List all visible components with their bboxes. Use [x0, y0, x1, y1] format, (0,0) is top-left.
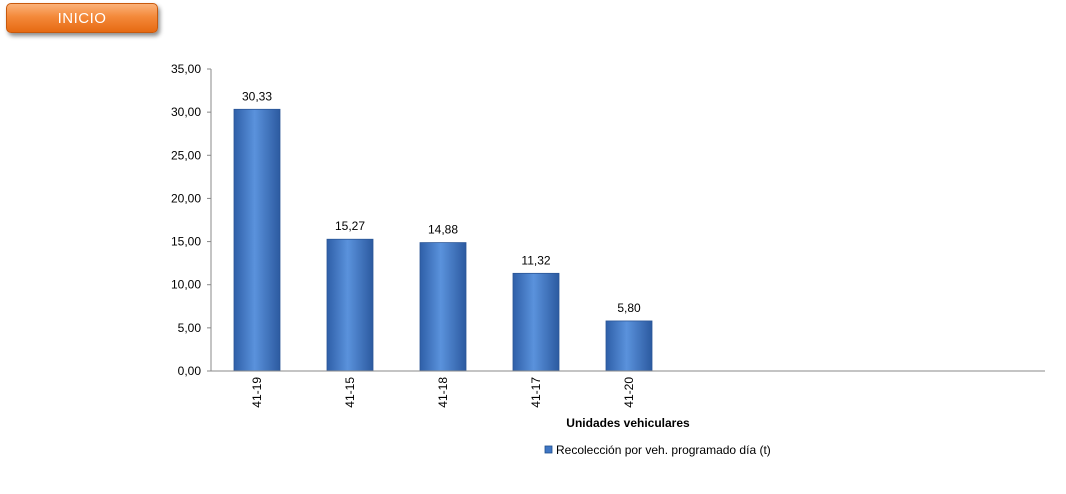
legend-swatch	[544, 445, 553, 454]
data-label: 14,88	[428, 223, 458, 237]
y-axis: 0,00 5,00 10,00 15,00 20,00 25,00 30,00 35,00	[171, 62, 212, 378]
y-tick-label: 0,00	[178, 364, 202, 378]
bar	[419, 242, 467, 372]
bar	[512, 272, 560, 372]
bars-group: 30,33 15,27 14,88 11,32 5,80	[233, 89, 653, 372]
x-axis-title: Unidades vehiculares	[566, 416, 690, 430]
bar	[233, 108, 281, 372]
inicio-button[interactable]: INICIO	[6, 3, 158, 33]
data-label: 15,27	[335, 219, 365, 233]
legend: Recolección por veh. programado día (t)	[544, 443, 771, 457]
y-tick-label: 20,00	[171, 191, 201, 205]
data-label: 5,80	[617, 301, 641, 315]
x-tick-label: 41-20	[622, 377, 636, 408]
data-label: 30,33	[242, 89, 272, 103]
y-tick-label: 5,00	[178, 321, 202, 335]
bar	[326, 238, 374, 372]
x-tick-label: 41-18	[436, 377, 450, 408]
x-axis: 41-19 41-15 41-18 41-17 41-20	[211, 370, 1045, 408]
x-tick-label: 41-15	[343, 377, 357, 408]
y-tick-label: 30,00	[171, 105, 201, 119]
y-tick-label: 10,00	[171, 278, 201, 292]
y-tick-label: 25,00	[171, 148, 201, 162]
bar	[605, 320, 653, 372]
x-tick-label: 41-19	[250, 377, 264, 408]
y-tick-label: 35,00	[171, 62, 201, 76]
legend-label: Recolección por veh. programado día (t)	[556, 443, 771, 457]
x-tick-label: 41-17	[529, 377, 543, 408]
y-tick-label: 15,00	[171, 235, 201, 249]
data-label: 11,32	[521, 253, 550, 267]
